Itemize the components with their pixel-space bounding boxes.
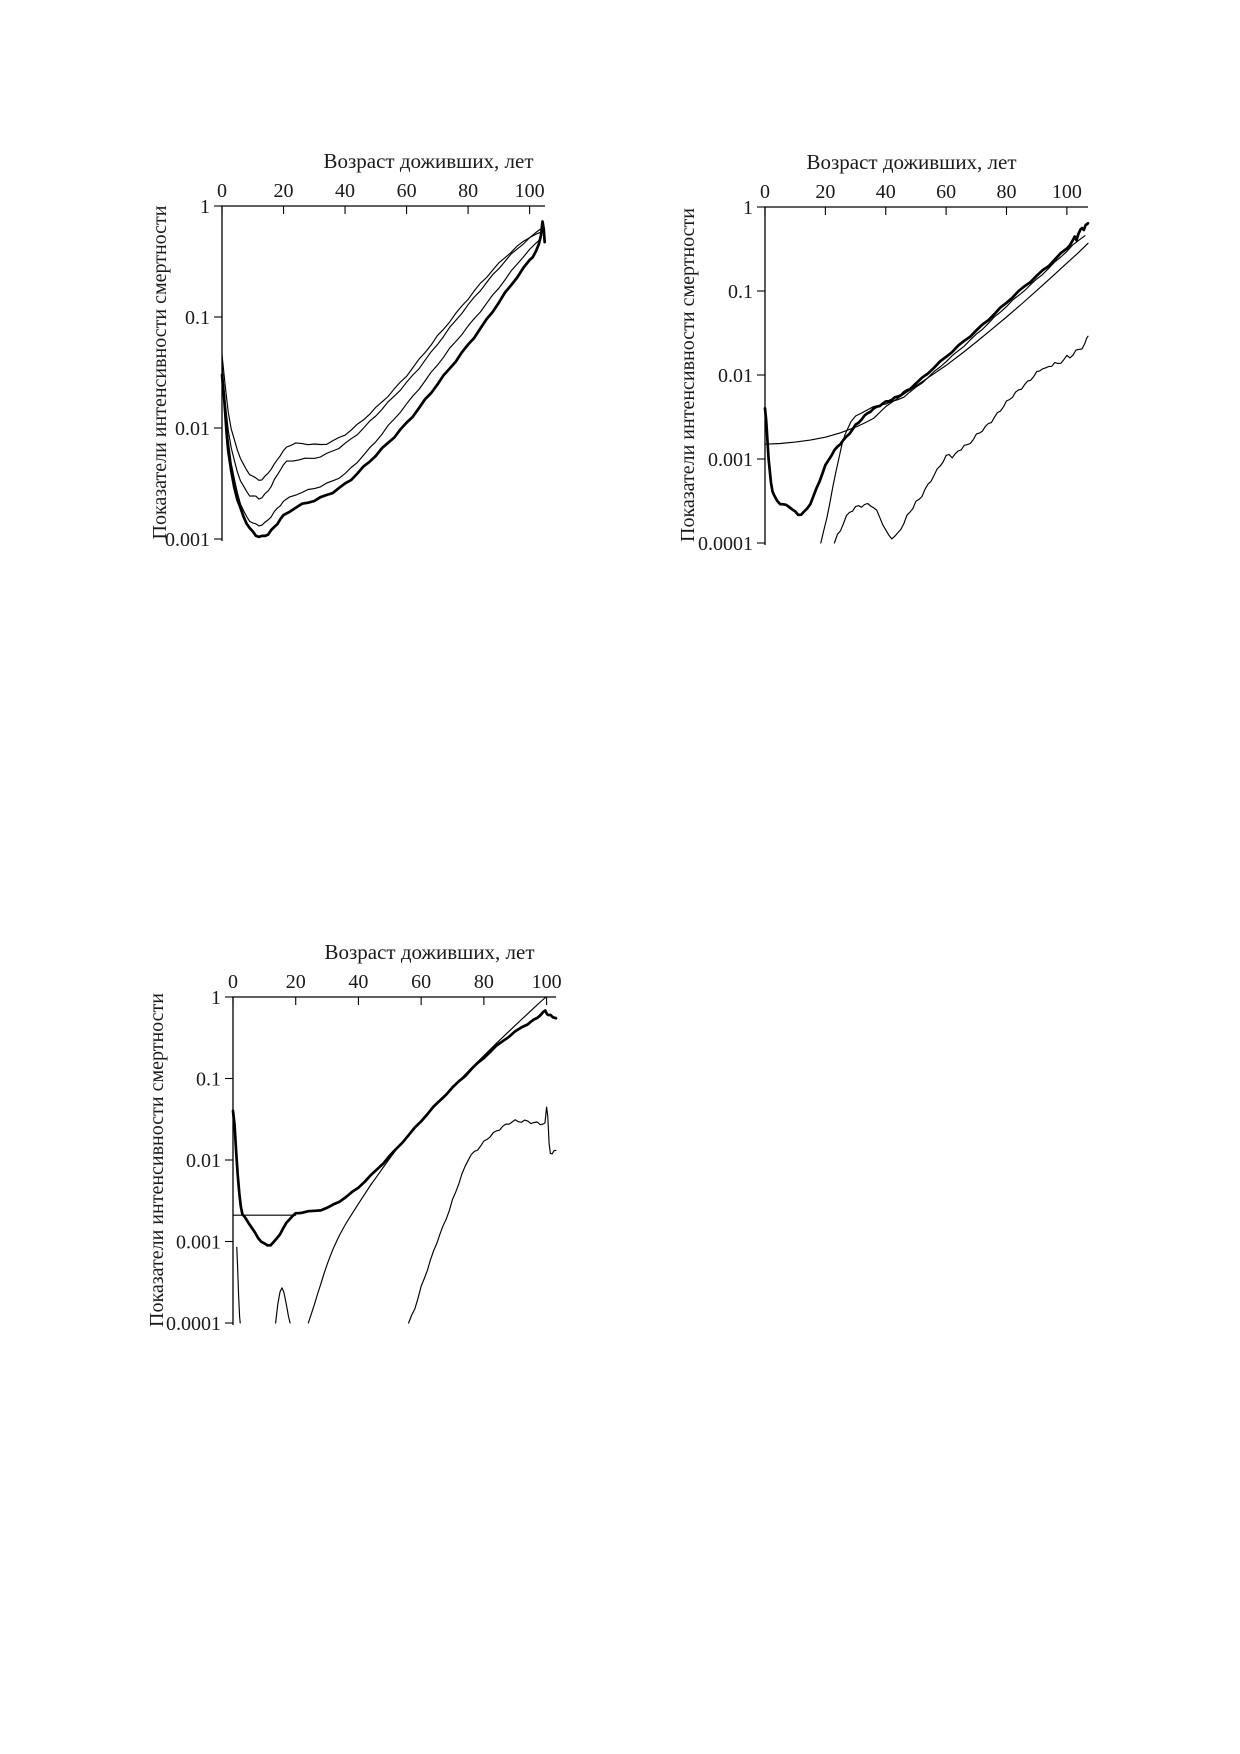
thin-curve-lower <box>221 234 543 527</box>
y-axis-title: Показатели интенсивности смертности <box>677 208 699 542</box>
thick-curve <box>220 220 547 539</box>
smooth-model-line <box>764 242 1089 445</box>
y-tick-label: 1 <box>211 987 221 1009</box>
x-axis-title: Возраст доживших, лет <box>324 940 534 964</box>
y-tick-label: 0.1 <box>728 281 753 303</box>
x-axis-title: Возраст доживших, лет <box>806 150 1016 174</box>
axis-lines <box>232 996 556 1325</box>
x-tick-label: 20 <box>815 181 835 203</box>
thick-curve <box>231 1009 558 1247</box>
y-tick-label: 0.1 <box>196 1069 221 1091</box>
y-tick-label: 0.001 <box>708 449 753 471</box>
x-tick-label: 100 <box>532 971 562 993</box>
y-tick-label: 0.1 <box>185 307 210 329</box>
y-tick-label: 0.01 <box>718 365 753 387</box>
x-tick-label: 0 <box>760 181 770 203</box>
y-tick-label: 1 <box>743 197 753 219</box>
x-tick-label: 40 <box>348 971 368 993</box>
x-tick-label: 60 <box>936 181 956 203</box>
x-tick-label: 20 <box>274 180 294 202</box>
thin-curve-upper <box>221 227 543 481</box>
x-tick-label: 20 <box>286 971 306 993</box>
x-tick-label: 0 <box>217 180 227 202</box>
x-tick-label: 80 <box>458 180 478 202</box>
teen-bump-segment <box>275 1287 291 1324</box>
y-tick-label: 0.001 <box>176 1232 221 1254</box>
x-tick-label: 60 <box>411 971 431 993</box>
steep-rising-thin-curve <box>820 235 1086 544</box>
axis-lines <box>221 205 545 541</box>
chart-top-left: 0 20 40 60 80 100 1 0.1 0.01 0.001 Возраст доживши… <box>149 149 547 551</box>
thick-curve <box>763 221 1090 517</box>
x-axis-title: Возраст доживших, лет <box>323 149 533 173</box>
y-tick-label: 0.0001 <box>698 533 753 555</box>
x-tick-label: 100 <box>515 180 545 202</box>
y-axis-title: Показатели интенсивности смертности <box>146 993 168 1327</box>
y-tick-label: 0.01 <box>175 418 210 440</box>
thin-curve-middle <box>221 231 543 500</box>
chart-bottom-left: 0 20 40 60 80 100 1 0.1 0.01 0.001 0.0001 Возраст д… <box>146 940 562 1335</box>
y-tick-label: 0.0001 <box>166 1313 221 1335</box>
y-axis-title: Показатели интенсивности смертности <box>149 205 171 539</box>
x-tick-label: 40 <box>876 181 896 203</box>
fitted-rising-line <box>307 996 547 1324</box>
lower-wiggly-curve <box>833 335 1089 544</box>
chart-top-right: 0 20 40 60 80 100 1 0.1 0.01 0.001 0.0001 Возраст д… <box>677 150 1090 555</box>
x-tick-label: 80 <box>996 181 1016 203</box>
y-tick-label: 0.01 <box>186 1150 221 1172</box>
infant-drop-segment <box>236 1246 241 1324</box>
x-tick-label: 60 <box>397 180 417 202</box>
lower-wiggly-curve <box>408 1106 557 1324</box>
x-tick-label: 100 <box>1052 181 1082 203</box>
y-tick-label: 1 <box>200 196 210 218</box>
y-tick-label: 0.001 <box>165 529 210 551</box>
x-tick-label: 0 <box>228 971 238 993</box>
x-tick-label: 40 <box>335 180 355 202</box>
x-tick-label: 80 <box>474 971 494 993</box>
